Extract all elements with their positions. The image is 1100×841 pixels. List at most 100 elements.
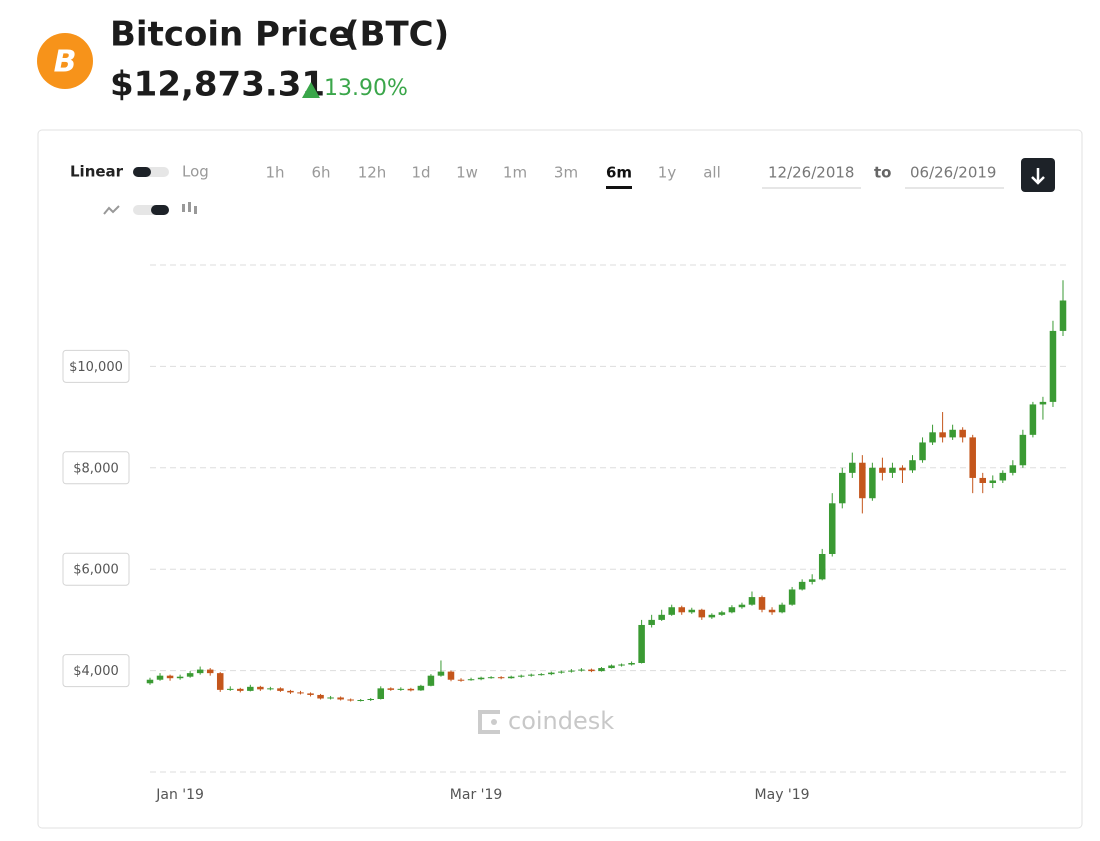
candle-body — [999, 472, 1007, 481]
candle-body — [919, 442, 926, 461]
candle-body — [507, 676, 515, 679]
candle-body — [477, 677, 485, 680]
candle-body — [899, 467, 906, 471]
candle-body — [327, 697, 334, 699]
y-tick-label: $10,000 — [69, 360, 123, 375]
watermark-icon — [478, 710, 500, 734]
range-button[interactable]: 6m — [606, 164, 632, 182]
candle-body — [387, 688, 395, 690]
y-tick-box — [62, 349, 130, 383]
candle-body — [277, 688, 284, 691]
candle-body — [548, 672, 555, 675]
scale-log[interactable]: Log — [182, 163, 209, 181]
candle-body — [909, 460, 916, 471]
candle-body — [558, 671, 565, 673]
candle-body — [227, 688, 234, 690]
candle-body — [879, 467, 886, 473]
btc-icon — [37, 33, 93, 89]
candle-body — [317, 694, 324, 699]
watermark: coindesk — [508, 707, 614, 735]
x-tick-label: Mar '19 — [450, 787, 503, 803]
candle-body — [588, 669, 595, 672]
candle-body — [337, 697, 344, 700]
candle-body — [748, 597, 756, 605]
candle-body — [798, 581, 806, 590]
x-tick-label: May '19 — [755, 787, 810, 803]
price: $12,873.31 — [110, 65, 325, 105]
candle-body — [728, 607, 736, 613]
candle-body — [287, 690, 294, 693]
candle-body — [377, 688, 385, 699]
range-button[interactable]: 1w — [456, 164, 478, 182]
range-button[interactable]: 12h — [358, 164, 387, 182]
x-tick-label: Jan '19 — [155, 787, 204, 803]
candle-body — [146, 679, 154, 684]
candle-body — [939, 432, 946, 438]
candle-body — [427, 675, 435, 686]
candle-body — [1059, 300, 1067, 331]
candle-body — [367, 698, 374, 701]
candle-body — [297, 692, 304, 694]
y-tick-box — [62, 552, 130, 586]
symbol: (BTC) — [344, 15, 449, 55]
candle-body — [487, 677, 495, 679]
candle-body — [407, 688, 415, 691]
y-tick-box — [62, 451, 130, 485]
candle-body — [828, 503, 836, 554]
candle-body — [437, 671, 445, 676]
candle-body — [176, 676, 184, 679]
range-buttons: 1h 6h 12h 1d 1w 1m 3m 6m 1y all — [265, 164, 721, 189]
range-button[interactable]: 1h — [265, 164, 284, 182]
candle-body — [788, 589, 796, 605]
candle-body — [608, 665, 615, 669]
date-from[interactable]: 12/26/2018 — [768, 164, 854, 182]
candle-body — [1049, 330, 1057, 402]
y-tick-label: $8,000 — [73, 461, 119, 476]
candle-body — [497, 677, 505, 679]
candle-body — [216, 673, 224, 690]
candle-body — [889, 467, 896, 473]
candle-body — [538, 674, 545, 676]
candle-body — [839, 472, 846, 504]
candle-body — [186, 673, 194, 677]
y-tick-box — [62, 654, 130, 688]
candle-body — [247, 686, 254, 691]
range-button[interactable]: 3m — [554, 164, 578, 182]
candle-body — [598, 668, 605, 672]
line-icon[interactable] — [103, 205, 120, 215]
candle-body — [517, 675, 525, 677]
candle-body — [758, 597, 766, 610]
candle-body — [989, 480, 997, 484]
scale-toggle-knob — [133, 167, 151, 177]
date-sep: to — [874, 164, 891, 182]
candle-body — [1039, 401, 1047, 405]
range-underline — [606, 186, 632, 189]
scale-linear[interactable]: Linear — [70, 163, 124, 181]
candle-body — [156, 675, 164, 680]
candle-body — [1019, 434, 1027, 466]
range-button[interactable]: 1m — [503, 164, 527, 182]
candle-icon[interactable] — [182, 202, 197, 214]
candle-body — [959, 429, 966, 438]
range-button[interactable]: 6h — [311, 164, 330, 182]
candle-body — [718, 612, 726, 615]
change: 13.90% — [324, 76, 408, 101]
candle-body — [206, 669, 214, 674]
candle-body — [417, 685, 425, 691]
range-button[interactable]: all — [703, 164, 721, 182]
y-tick-label: $6,000 — [73, 563, 119, 578]
candle-body — [869, 467, 876, 499]
candle-body — [849, 462, 856, 473]
candle-body — [648, 619, 655, 625]
candle-body — [859, 462, 866, 499]
candle-body — [457, 679, 465, 681]
candle-body — [237, 688, 244, 691]
range-button[interactable]: 1y — [658, 164, 677, 182]
candle-body — [568, 670, 575, 672]
candle-body — [257, 686, 264, 690]
candle-body — [949, 429, 956, 438]
date-to[interactable]: 06/26/2019 — [910, 164, 996, 182]
range-button[interactable]: 1d — [411, 164, 430, 182]
btc-icon-glyph: B — [54, 45, 77, 80]
